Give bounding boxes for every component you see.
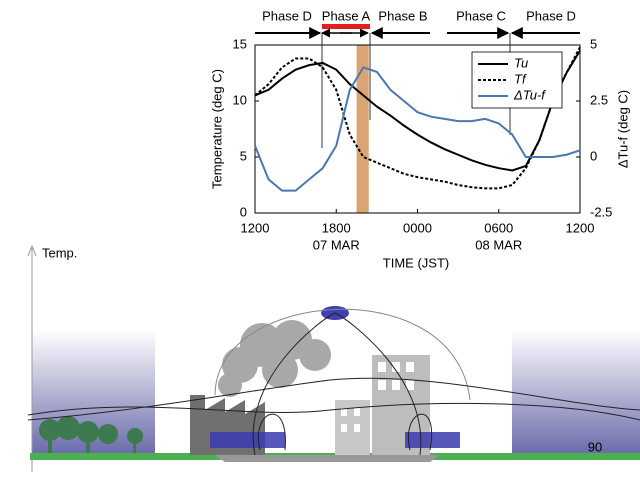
legend-label: Tf: [514, 71, 527, 86]
x-tick-label: 0000: [403, 220, 432, 235]
y-tick-label: 10: [233, 92, 247, 107]
legend-label: Tu: [514, 55, 528, 70]
y-tick-label: 5: [240, 148, 247, 163]
eddies: [257, 413, 433, 451]
page-number: 90: [588, 439, 602, 454]
temp-label: Temp.: [42, 245, 77, 260]
phase-label: Phase A: [322, 8, 371, 23]
trees: [39, 416, 143, 453]
date-label: 08 MAR: [475, 237, 522, 252]
smoke: [218, 320, 331, 397]
legend-label: ΔTu-f: [513, 87, 546, 102]
y2-tick-label: 2.5: [590, 92, 608, 107]
phase-label: Phase C: [456, 8, 506, 23]
phase-label: Phase D: [262, 8, 312, 23]
y2-tick-label: 5: [590, 36, 597, 51]
series-line: [254, 66, 581, 192]
circulation: [252, 312, 422, 456]
legend-box: [471, 51, 563, 109]
y-axis-label: Temperature (deg C): [209, 69, 224, 189]
series-line: [254, 46, 581, 190]
date-label: 07 MAR: [313, 237, 360, 252]
illustration: Temp. 90: [27, 244, 640, 472]
y2-tick-label: -2.5: [590, 204, 612, 219]
x-tick-label: 1200: [241, 220, 270, 235]
road: [215, 455, 440, 462]
x-tick-label: 1200: [566, 220, 595, 235]
axis-arrow: [27, 244, 37, 257]
windows: [341, 362, 414, 432]
temp-profile-2: [27, 402, 640, 421]
y-tick-label: 15: [233, 36, 247, 51]
y-tick-label: 0: [240, 204, 247, 219]
x-axis-label: TIME (JST): [383, 255, 449, 270]
temp-profile: [27, 377, 640, 421]
x-tick-label: 0600: [484, 220, 513, 235]
dome: [214, 308, 471, 401]
y2-tick-label: 0: [590, 148, 597, 163]
phase-label: Phase B: [378, 8, 427, 23]
phase-label: Phase D: [526, 8, 576, 23]
heat-left: [210, 432, 285, 448]
haze-right: [512, 330, 640, 455]
highlight: [356, 45, 369, 213]
heat-right: [405, 432, 460, 448]
x-tick-label: 1800: [322, 220, 351, 235]
chart: Temperature (deg C) ΔTu-f (deg C) TIME (…: [209, 8, 630, 270]
y2-axis-label: ΔTu-f (deg C): [615, 90, 630, 168]
phase-a-bar: [322, 24, 370, 29]
